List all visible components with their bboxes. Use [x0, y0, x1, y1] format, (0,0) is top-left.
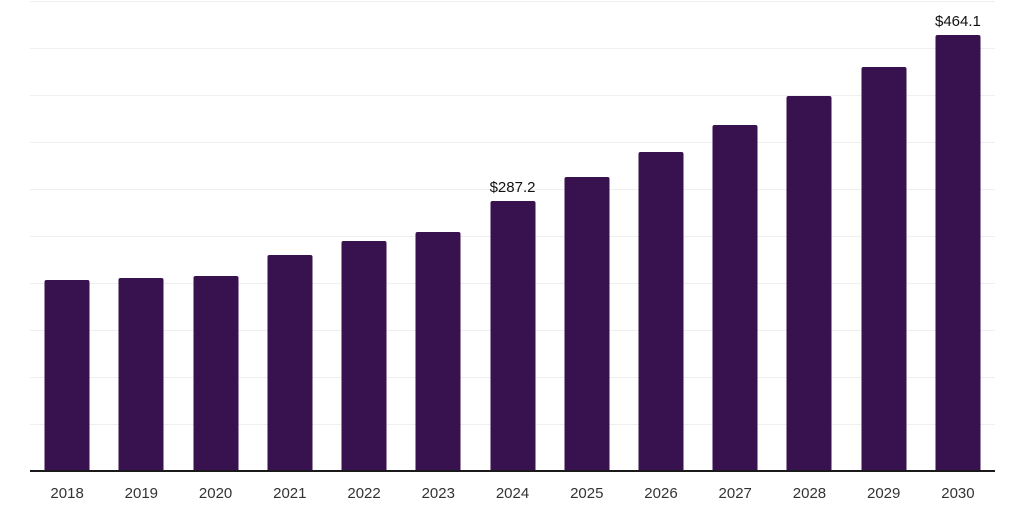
bar-2029: [861, 66, 907, 471]
bar-2022: [341, 240, 387, 471]
x-tick-label-2023: 2023: [421, 485, 455, 502]
x-axis-line: [30, 470, 995, 472]
bar-group-2018: [30, 1, 104, 471]
x-tick-label-2018: 2018: [50, 485, 84, 502]
bar-2026: [638, 151, 684, 471]
x-tick-label-2024: 2024: [495, 485, 530, 502]
bar-series: $287.2 $464.1: [30, 1, 995, 471]
gridline: [30, 142, 995, 143]
bar-group-2025: [550, 1, 624, 471]
bar-2024: [490, 201, 536, 471]
bar-group-2019: [104, 1, 178, 471]
x-axis-labels: 2018 2019 2020 2021 2022 2023 2024 2025 2026 2027…: [30, 485, 995, 502]
gridline: [30, 1, 995, 2]
bar-value-label-2024: $287.2: [489, 179, 536, 197]
gridline: [30, 189, 995, 190]
bar-2020: [193, 276, 239, 471]
bar-2025: [564, 176, 610, 471]
bar-value-label-2030: $464.1: [934, 12, 981, 30]
bar-group-2027: [698, 1, 772, 471]
x-tick-label-2028: 2028: [792, 485, 827, 502]
bar-2021: [267, 254, 313, 471]
bar-2030: [935, 34, 981, 471]
bar-2028: [786, 96, 832, 471]
bar-2019: [118, 278, 164, 471]
plot-area: $287.2 $464.1: [30, 1, 995, 471]
x-tick-label-2025: 2025: [570, 485, 604, 502]
bar-group-2023: [401, 1, 475, 471]
gridline: [30, 48, 995, 49]
x-tick-label-2030: 2030: [941, 485, 975, 502]
bar-group-2024: $287.2: [475, 1, 549, 471]
bar-2027: [712, 125, 758, 471]
bar-2018: [44, 280, 90, 471]
bar-group-2029: [847, 1, 921, 471]
x-tick-label-2029: 2029: [867, 485, 901, 502]
bar-group-2030: $464.1: [921, 1, 995, 471]
x-tick-label-2027: 2027: [718, 485, 752, 502]
bar-group-2028: [772, 1, 846, 471]
bar-2023: [415, 231, 461, 471]
x-tick-label-2019: 2019: [124, 485, 159, 502]
bar-group-2022: [327, 1, 401, 471]
bar-group-2021: [253, 1, 327, 471]
x-tick-label-2021: 2021: [273, 485, 307, 502]
bar-group-2026: [624, 1, 698, 471]
x-tick-label-2026: 2026: [644, 485, 678, 502]
x-tick-label-2022: 2022: [347, 485, 381, 502]
bar-group-2020: [178, 1, 252, 471]
x-tick-label-2020: 2020: [198, 485, 233, 502]
gridline: [30, 95, 995, 96]
